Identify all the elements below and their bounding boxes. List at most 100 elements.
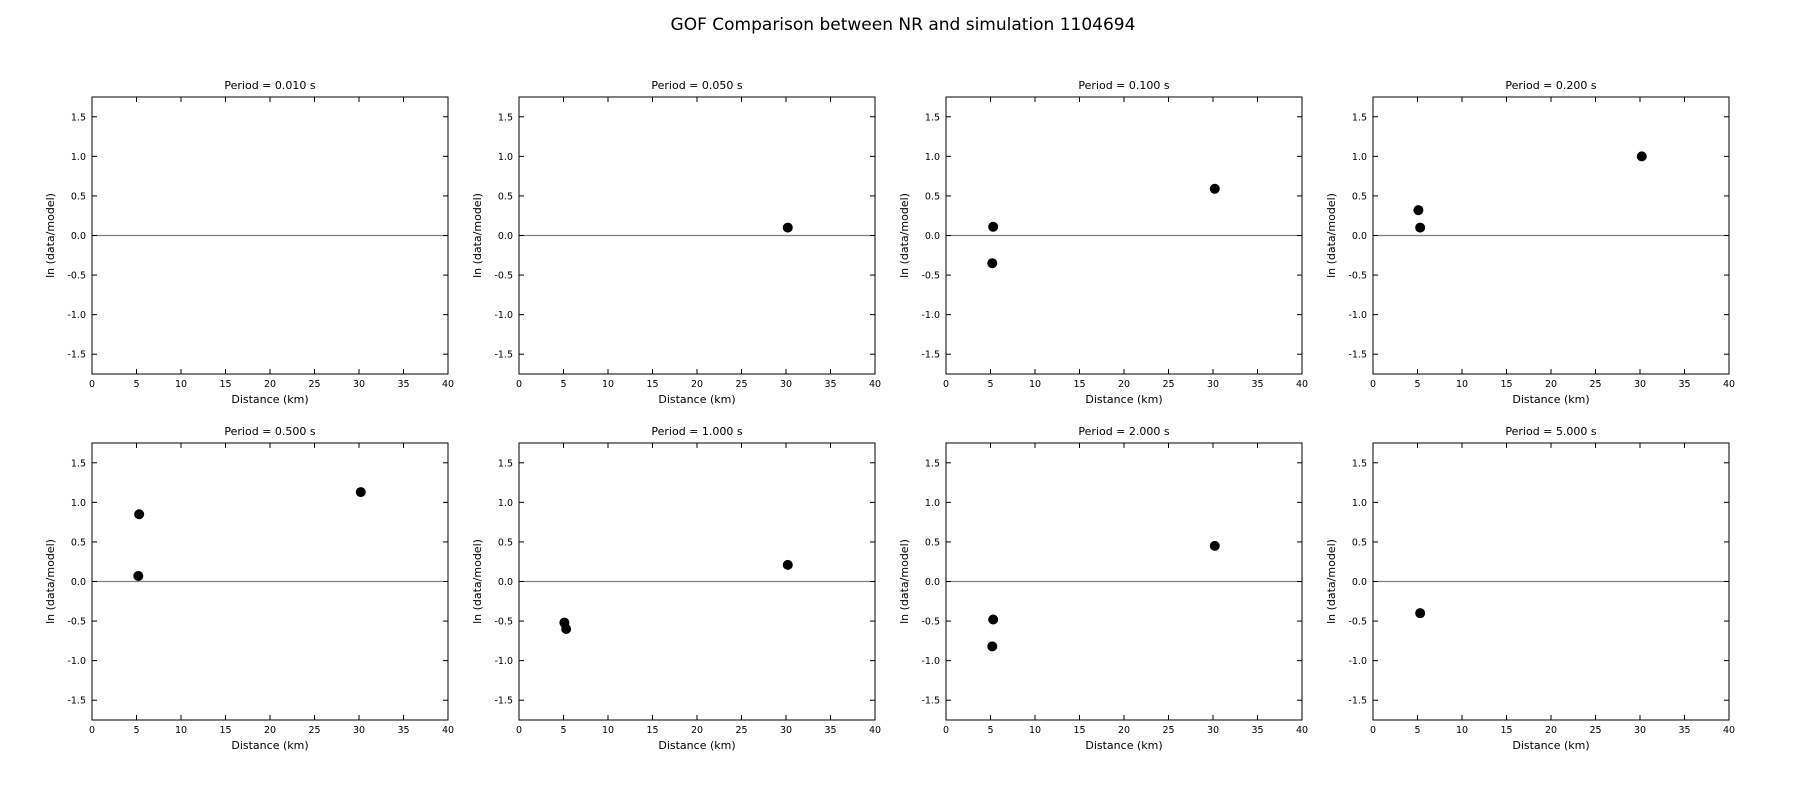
x-tick-label: 20	[691, 725, 703, 736]
y-tick-label: -1.5	[494, 696, 513, 707]
subplot-panel: Period = 0.100 s 0 5 10 15 20 25 30 35 40 -1.5 -1.0…	[898, 79, 1308, 406]
x-tick-label: 15	[646, 379, 658, 390]
x-axis-label: Distance (km)	[658, 739, 735, 752]
y-tick-label: 1.0	[498, 152, 513, 163]
y-axis-label: ln (data/model)	[471, 193, 484, 278]
x-tick-label: 40	[1296, 379, 1308, 390]
y-tick-label: 0.5	[71, 537, 86, 548]
subplot-panel: Period = 0.010 s 0 5 10 15 20 25 30 35 40 -1.5 -1.0…	[44, 79, 454, 406]
panel-title: Period = 0.050 s	[651, 79, 742, 92]
y-tick-label: -1.5	[67, 696, 86, 707]
x-axis-label: Distance (km)	[1512, 393, 1589, 406]
panel-title: Period = 0.100 s	[1078, 79, 1169, 92]
x-tick-label: 35	[1251, 725, 1263, 736]
y-tick-label: 1.5	[71, 458, 86, 469]
data-point	[1209, 183, 1220, 194]
x-tick-label: 25	[1162, 725, 1174, 736]
x-axis-label: Distance (km)	[231, 393, 308, 406]
y-tick-label: -1.0	[921, 656, 940, 667]
data-point	[988, 614, 999, 625]
x-tick-label: 35	[1678, 379, 1690, 390]
plot-frame	[91, 442, 449, 721]
y-tick-label: -1.5	[1348, 696, 1367, 707]
y-tick-label: -1.5	[921, 696, 940, 707]
y-tick-label: 1.0	[1352, 152, 1367, 163]
x-axis-label: Distance (km)	[1512, 739, 1589, 752]
x-tick-label: 0	[89, 379, 95, 390]
x-axis-label: Distance (km)	[1085, 393, 1162, 406]
x-tick-label: 25	[735, 379, 747, 390]
y-tick-label: -1.5	[921, 350, 940, 361]
y-axis-label: ln (data/model)	[1325, 193, 1338, 278]
y-axis-label: ln (data/model)	[471, 539, 484, 624]
subplot-panel: Period = 0.200 s 0 5 10 15 20 25 30 35 40 -1.5 -1.0…	[1325, 79, 1735, 406]
panel-title: Period = 0.010 s	[224, 79, 315, 92]
data-point	[355, 487, 366, 498]
x-tick-label: 5	[133, 379, 139, 390]
x-tick-label: 15	[219, 725, 231, 736]
y-tick-label: -1.0	[67, 310, 86, 321]
y-tick-label: 1.5	[925, 458, 940, 469]
x-tick-label: 0	[89, 725, 95, 736]
y-tick-label: -1.0	[494, 310, 513, 321]
y-tick-label: 1.5	[71, 112, 86, 123]
x-tick-label: 25	[1589, 379, 1601, 390]
y-tick-label: 0.0	[1352, 231, 1367, 242]
y-tick-label: -0.5	[67, 617, 86, 628]
data-point	[133, 570, 144, 581]
data-point	[987, 258, 998, 269]
x-tick-label: 40	[1723, 379, 1735, 390]
x-tick-label: 25	[735, 725, 747, 736]
x-tick-label: 15	[646, 725, 658, 736]
y-tick-label: -0.5	[921, 617, 940, 628]
x-tick-label: 35	[1251, 379, 1263, 390]
subplot-panel: Period = 5.000 s 0 5 10 15 20 25 30 35 40 -1.5 -1.0…	[1325, 425, 1735, 752]
subplot-panel: Period = 0.050 s 0 5 10 15 20 25 30 35 40 -1.5 -1.0…	[471, 79, 881, 406]
x-tick-label: 40	[442, 379, 454, 390]
x-tick-label: 0	[516, 725, 522, 736]
x-tick-label: 40	[1296, 725, 1308, 736]
y-tick-label: 0.0	[1352, 577, 1367, 588]
y-tick-label: 0.5	[1352, 537, 1367, 548]
x-tick-label: 30	[1207, 725, 1219, 736]
x-tick-label: 20	[691, 379, 703, 390]
subplot-panel: Period = 0.500 s 0 5 10 15 20 25 30 35 40 -1.5 -1.0…	[44, 425, 454, 752]
y-tick-label: 1.5	[498, 112, 513, 123]
y-tick-label: -0.5	[494, 617, 513, 628]
x-tick-label: 25	[1589, 725, 1601, 736]
x-tick-label: 30	[353, 379, 365, 390]
plot-frame	[1372, 442, 1730, 721]
x-tick-label: 25	[308, 725, 320, 736]
y-tick-label: 0.0	[498, 231, 513, 242]
x-tick-label: 20	[1118, 725, 1130, 736]
x-tick-label: 35	[397, 379, 409, 390]
y-tick-label: -1.5	[67, 350, 86, 361]
x-tick-label: 35	[824, 725, 836, 736]
y-tick-label: 0.0	[71, 577, 86, 588]
y-tick-label: 0.0	[71, 231, 86, 242]
data-point	[134, 509, 145, 520]
x-tick-label: 15	[1073, 379, 1085, 390]
y-tick-label: 0.0	[925, 577, 940, 588]
plot-frame	[1372, 96, 1730, 375]
x-tick-label: 20	[264, 379, 276, 390]
x-tick-label: 15	[219, 379, 231, 390]
y-tick-label: 1.5	[925, 112, 940, 123]
x-tick-label: 15	[1500, 379, 1512, 390]
plot-frame	[91, 96, 449, 375]
y-axis-label: ln (data/model)	[44, 193, 57, 278]
x-tick-label: 20	[1545, 379, 1557, 390]
x-tick-label: 20	[264, 725, 276, 736]
x-tick-label: 0	[1370, 725, 1376, 736]
figure-title: GOF Comparison between NR and simulation…	[671, 15, 1136, 35]
x-tick-label: 10	[602, 725, 614, 736]
data-point	[1209, 540, 1220, 551]
plot-frame	[945, 442, 1303, 721]
y-tick-label: -0.5	[67, 271, 86, 282]
plot-frame	[518, 442, 876, 721]
x-tick-label: 30	[1634, 725, 1646, 736]
x-tick-label: 30	[353, 725, 365, 736]
x-tick-label: 20	[1118, 379, 1130, 390]
x-axis-label: Distance (km)	[1085, 739, 1162, 752]
